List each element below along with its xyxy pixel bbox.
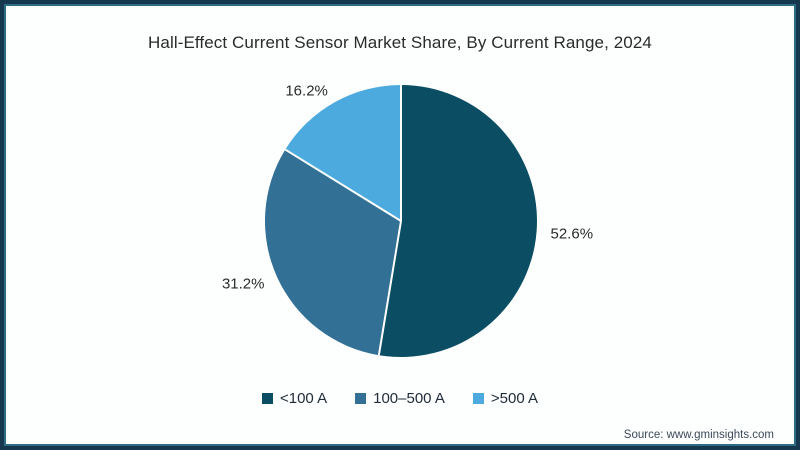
legend-item-1: 100–500 A: [355, 390, 445, 407]
pie-slice-2: [285, 85, 401, 221]
legend-swatch-icon: [472, 393, 484, 404]
legend-item-0: <100 A: [261, 390, 328, 407]
pie-slice-0: [378, 85, 537, 357]
legend-item-label: 100–500 A: [373, 390, 445, 407]
chart-area: Hall-Effect Current Sensor Market Share,…: [4, 4, 796, 446]
chart-title: Hall-Effect Current Sensor Market Share,…: [148, 33, 652, 52]
slice-separator-1: [377, 220, 402, 356]
slice-value-label-0: 52.6%: [551, 225, 594, 242]
legend-swatch-icon: [261, 393, 273, 404]
legend: <100 A 100–500 A >500 A: [6, 390, 794, 407]
legend-item-label: >500 A: [490, 390, 539, 407]
slice-separator-2: [284, 148, 402, 222]
legend-item-label: <100 A: [279, 390, 328, 407]
legend-swatch-icon: [355, 393, 367, 404]
legend-item-2: >500 A: [472, 390, 539, 407]
slice-value-label-2: 16.2%: [285, 82, 328, 99]
source-attribution: Source: www.gminsights.com: [623, 429, 774, 441]
slice-value-label-1: 31.2%: [222, 275, 265, 292]
pie-chart: 52.6% 31.2% 16.2%: [222, 82, 594, 357]
